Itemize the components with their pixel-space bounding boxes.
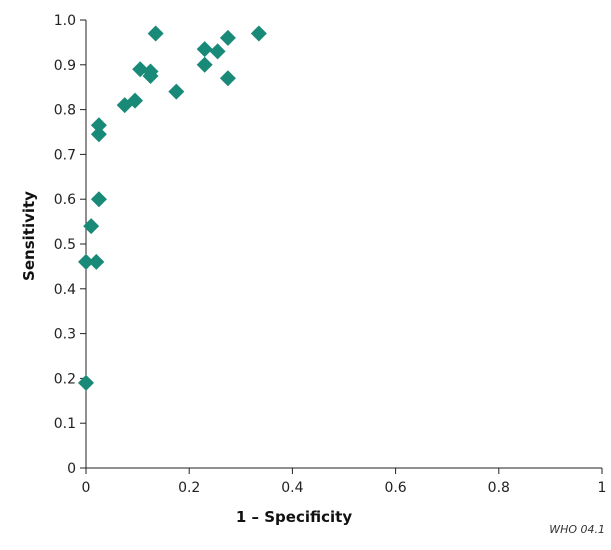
x-tick-label: 0.6 xyxy=(384,480,406,496)
x-tick-label: 0.4 xyxy=(281,480,303,496)
y-tick-label: 0 xyxy=(67,461,76,477)
data-point-diamond xyxy=(90,126,107,143)
x-tick-label: 0 xyxy=(82,480,91,496)
data-point-diamond xyxy=(196,41,213,58)
x-tick-label: 0.2 xyxy=(178,480,200,496)
y-tick-label: 0.2 xyxy=(54,371,76,387)
x-tick-label: 1 xyxy=(598,480,607,496)
data-point-diamond xyxy=(250,25,267,42)
data-point-diamond xyxy=(196,56,213,73)
data-point-diamond xyxy=(132,61,149,78)
data-point-diamond xyxy=(142,63,159,80)
data-point-diamond xyxy=(78,374,94,391)
y-tick-label: 0.5 xyxy=(54,237,76,253)
data-point-diamond xyxy=(90,191,107,208)
data-point-diamond xyxy=(219,29,236,46)
y-tick-label: 1.0 xyxy=(54,13,76,29)
x-axis-ticks: 0 0.2 0.4 0.6 0.8 1 xyxy=(82,468,607,496)
data-point-diamond xyxy=(168,83,185,100)
data-points xyxy=(78,25,267,391)
data-point-diamond xyxy=(90,117,107,134)
y-tick-label: 0.4 xyxy=(54,282,76,298)
y-tick-label: 0.3 xyxy=(54,327,76,343)
figure-code-label: WHO 04.1 xyxy=(549,523,605,536)
y-axis-ticks: 0 0.1 0.2 0.3 0.4 0.5 0.6 0.7 0.8 0.9 1.0 xyxy=(54,13,86,477)
data-point-diamond xyxy=(88,253,105,270)
x-axis-title: 1 – Specificity xyxy=(236,508,352,526)
y-tick-label: 0.8 xyxy=(54,103,76,119)
data-point-diamond xyxy=(78,253,94,270)
x-tick-label: 0.8 xyxy=(488,480,510,496)
data-point-diamond xyxy=(127,92,144,109)
y-tick-label: 0.6 xyxy=(54,192,76,208)
data-point-diamond xyxy=(219,70,236,87)
data-point-diamond xyxy=(209,43,226,60)
y-axis-title: Sensitivity xyxy=(20,191,38,281)
y-tick-label: 0.1 xyxy=(54,416,76,432)
data-point-diamond xyxy=(83,218,100,235)
data-point-diamond xyxy=(147,25,164,42)
y-tick-label: 0.9 xyxy=(54,58,76,74)
y-tick-label: 0.7 xyxy=(54,147,76,163)
